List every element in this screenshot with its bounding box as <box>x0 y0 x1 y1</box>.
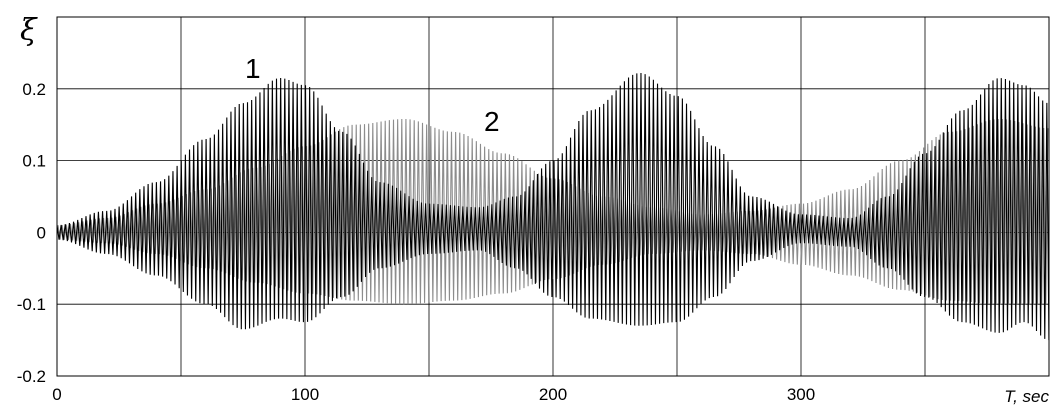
series-1-label: 1 <box>245 53 261 84</box>
x-axis-label: T, sec <box>1004 387 1049 406</box>
y-tick-label: 0 <box>37 223 46 242</box>
y-tick-label: 0.1 <box>22 152 46 171</box>
series-1-oscillation <box>56 73 1050 341</box>
x-tick-label: 0 <box>52 385 61 404</box>
y-tick-label: -0.2 <box>17 367 46 386</box>
y-axis-label: ξ <box>20 13 38 48</box>
x-tick-label: 200 <box>539 385 567 404</box>
y-axis-ticks: -0.2 -0.1 0 0.1 0.2 <box>17 80 46 386</box>
series-2-oscillation <box>57 118 1049 305</box>
x-tick-label: 300 <box>787 385 815 404</box>
series-1-plot <box>56 73 1050 341</box>
x-axis-ticks: 0 100 200 300 <box>52 385 815 404</box>
series-2-plot <box>57 118 1049 305</box>
plot-frame <box>56 16 1050 377</box>
y-tick-label: 0.2 <box>22 80 46 99</box>
y-tick-label: -0.1 <box>17 295 46 314</box>
x-tick-label: 100 <box>291 385 319 404</box>
series-2-label: 2 <box>484 106 500 137</box>
